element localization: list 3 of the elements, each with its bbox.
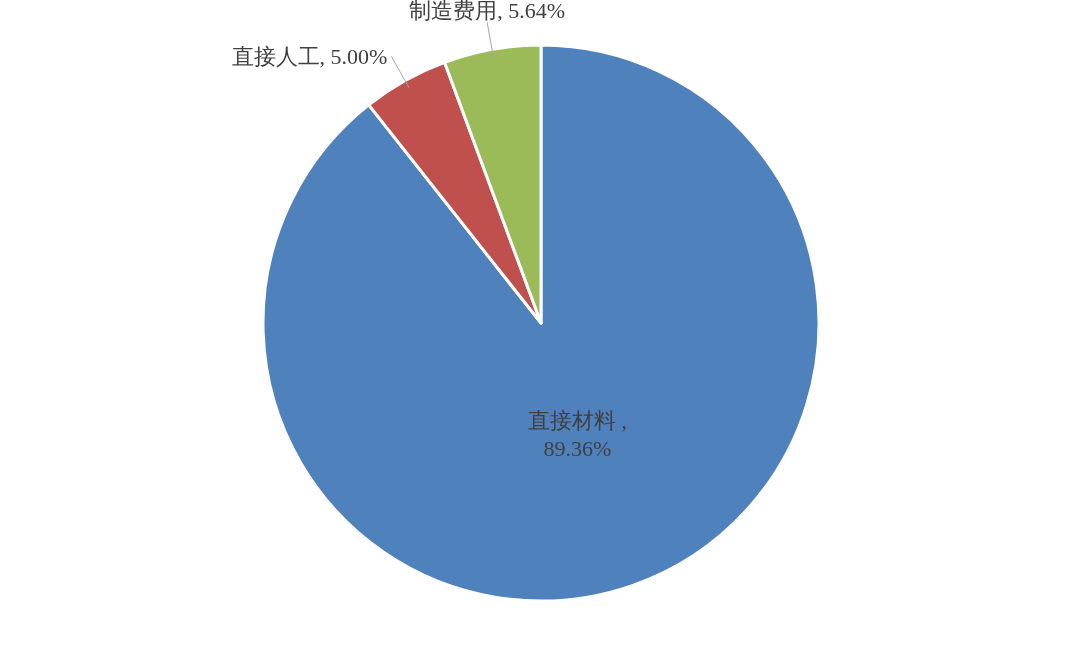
slice-label: 制造费用, 5.64%	[409, 0, 566, 23]
slice-label: 直接人工, 5.00%	[231, 44, 388, 70]
slice-label: 直接材料 , 89.36%	[527, 408, 627, 462]
